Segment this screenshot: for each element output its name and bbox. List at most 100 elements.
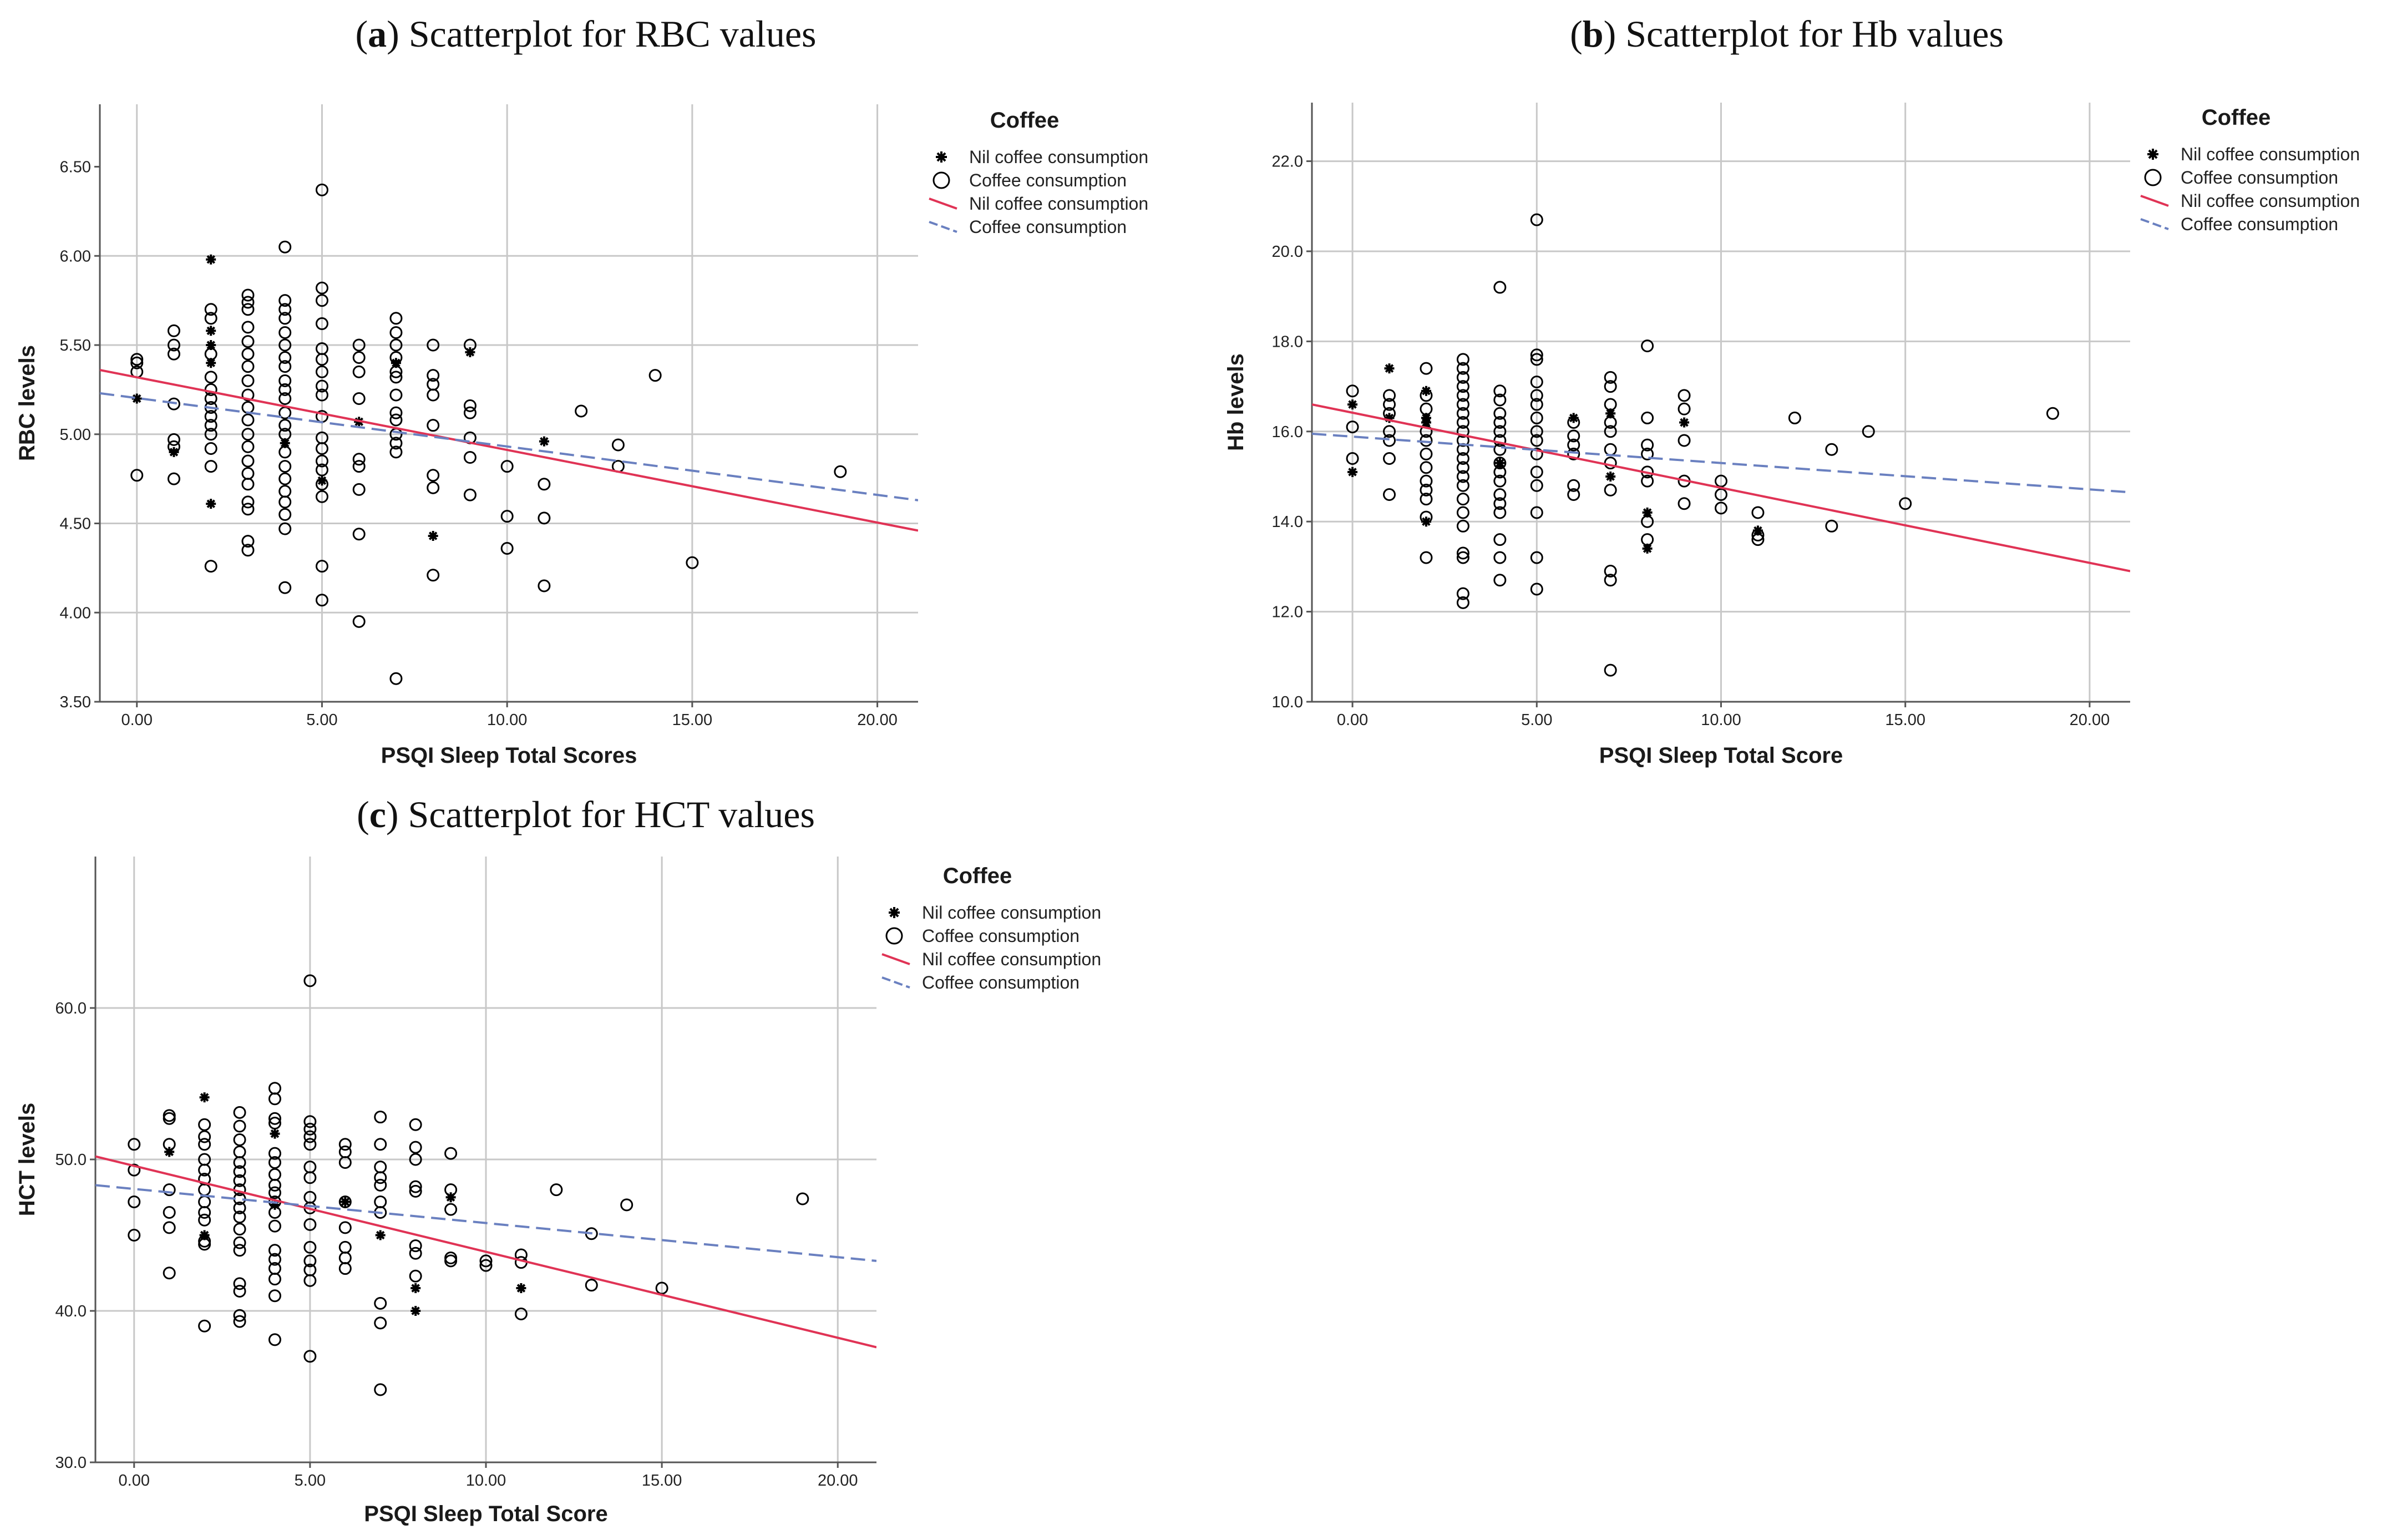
- coffee-point: [1641, 533, 1654, 546]
- coffee-point: [374, 1171, 387, 1184]
- x-tick-label: 20.00: [2070, 711, 2110, 729]
- coffee-point: [500, 460, 514, 473]
- coffee-point: [315, 490, 328, 503]
- coffee-point: [620, 1198, 633, 1212]
- coffee-point: [198, 1118, 211, 1131]
- coffee-point: [463, 338, 477, 352]
- x-tick-label: 15.00: [642, 1472, 682, 1490]
- coffee-point: [500, 542, 514, 555]
- coffee-point: [303, 1254, 317, 1268]
- coffee-point: [233, 1236, 246, 1249]
- legend-star-marker: [889, 907, 900, 918]
- coffee-point: [315, 294, 328, 307]
- coffee-point: [315, 454, 328, 468]
- coffee-point: [1493, 384, 1507, 398]
- nil-coffee-point: [516, 1283, 526, 1293]
- y-tick-label: 4.00: [60, 604, 91, 622]
- coffee-point: [1899, 497, 1912, 510]
- coffee-point: [389, 406, 403, 419]
- coffee-point: [278, 392, 292, 405]
- coffee-point: [1677, 402, 1691, 416]
- coffee-point: [204, 312, 217, 325]
- coffee-point: [1456, 596, 1469, 609]
- coffee-point: [167, 347, 180, 361]
- y-tick-label: 60.0: [55, 1000, 87, 1017]
- coffee-point: [233, 1244, 246, 1257]
- coffee-point: [163, 1112, 176, 1125]
- coffee-point: [198, 1319, 211, 1333]
- x-axis-title: PSQI Sleep Total Score: [364, 1502, 607, 1526]
- rbc-scatterplot: (a) Scatterplot for RBC values 0.00 5.00 10…: [15, 13, 1148, 768]
- coffee-point: [278, 581, 292, 594]
- coffee-point: [241, 388, 255, 402]
- coffee-point: [315, 183, 328, 196]
- coffee-point: [463, 488, 477, 501]
- coffee-point: [1530, 551, 1543, 564]
- chart-title: (b) Scatterplot for Hb values: [1570, 13, 2004, 55]
- coffee-point: [198, 1213, 211, 1227]
- coffee-point: [1456, 452, 1469, 465]
- coffee-point: [268, 1116, 281, 1129]
- coffee-point: [315, 594, 328, 607]
- nil-coffee-point: [1752, 525, 1763, 536]
- chart-title: (a) Scatterplot for RBC values: [356, 13, 817, 55]
- coffee-fit-line: [1312, 432, 2130, 494]
- coffee-point: [1641, 438, 1654, 452]
- coffee-point: [167, 397, 180, 411]
- coffee-point: [233, 1315, 246, 1328]
- y-tick-label: 6.50: [60, 159, 91, 176]
- coffee-point: [374, 1383, 387, 1396]
- coffee-point: [1862, 425, 1875, 438]
- coffee-point: [303, 1171, 317, 1184]
- coffee-point: [241, 440, 255, 453]
- coffee-point: [198, 1238, 211, 1251]
- coffee-point: [241, 495, 255, 509]
- y-tick-label: 50.0: [55, 1151, 87, 1169]
- coffee-point: [241, 321, 255, 334]
- nil-coffee-point: [1347, 399, 1358, 410]
- coffee-point: [1641, 339, 1654, 352]
- coffee-point: [163, 1138, 176, 1151]
- coffee-point: [1420, 510, 1433, 524]
- coffee-point: [538, 511, 551, 525]
- coffee-point: [268, 1112, 281, 1125]
- coffee-point: [278, 326, 292, 340]
- legend-title: Coffee: [2202, 105, 2270, 130]
- coffee-point: [338, 1240, 352, 1254]
- coffee-point: [514, 1307, 528, 1320]
- coffee-point: [241, 413, 255, 427]
- x-tick-label: 0.00: [1337, 711, 1368, 729]
- coffee-point: [1383, 434, 1396, 447]
- coffee-point: [374, 1178, 387, 1192]
- coffee-point: [463, 399, 477, 412]
- coffee-point: [1493, 488, 1507, 501]
- chart-panel-hct: (c) Scatterplot for HCT values 0.00 5.00 10…: [0, 766, 1191, 1540]
- nil-coffee-point: [539, 436, 549, 447]
- coffee-point: [268, 1092, 281, 1106]
- legend-dashed-line: [881, 976, 910, 989]
- coffee-point: [463, 451, 477, 464]
- coffee-point: [1677, 389, 1691, 402]
- nil-coffee-point: [1421, 417, 1431, 428]
- nil-coffee-point: [1347, 467, 1358, 477]
- x-tick-label: 10.00: [1701, 711, 1741, 729]
- coffee-point: [1420, 402, 1433, 416]
- coffee-point: [1493, 407, 1507, 420]
- legend-solid-line: [2140, 195, 2169, 207]
- y-tick-label: 5.50: [60, 337, 91, 354]
- coffee-point: [1825, 443, 1838, 456]
- nil-coffee-point: [1679, 417, 1690, 428]
- coffee-point: [1788, 411, 1801, 424]
- coffee-point: [1493, 281, 1507, 294]
- nil-coffee-point: [428, 531, 438, 541]
- coffee-point: [1530, 353, 1543, 366]
- coffee-point: [1456, 416, 1469, 429]
- legend-item-label: Nil coffee consumption: [922, 903, 1101, 923]
- coffee-point: [1493, 497, 1507, 510]
- coffee-point: [233, 1156, 246, 1169]
- y-tick-label: 18.0: [1272, 333, 1303, 351]
- coffee-point: [1530, 479, 1543, 492]
- coffee-point: [1420, 493, 1433, 506]
- coffee-point: [1604, 574, 1617, 587]
- coffee-point: [278, 338, 292, 352]
